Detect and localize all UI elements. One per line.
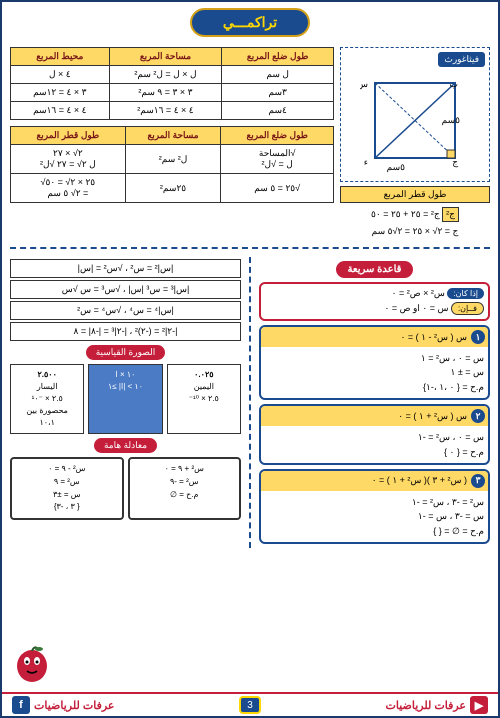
apple-mascot-icon [12, 641, 52, 686]
svg-text:ء: ء [364, 157, 368, 167]
page-number: 3 [239, 696, 261, 714]
standard-form-boxes: ٠.٠٢٥اليمين ٢.٥ × ¹⁰⁻ ١٠ × ا ١٠ > |ا| ≥١… [10, 364, 241, 434]
abs-rule-3: |س|⁴ = س⁴ ، √س⁴ = س² [10, 301, 241, 320]
square-diagram: س ب ء ج ٥سم ٥سم [360, 73, 470, 173]
abs-rule-2: |س|³ = س³ |س| ، √س³ = س √س [10, 280, 241, 299]
bottom-section: قاعدة سريعة إذا كان: س² × ص² = ٠ فــإن: … [2, 253, 498, 552]
equation-boxes: س² + ٩ = ٠ س² = -٩ م.ح = ∅ س² - ٩ = ٠ س²… [10, 457, 241, 520]
example-3: ٣( س² + ٣ )( س² + ١ ) = ٠ س² = -٣ ، س² =… [259, 469, 490, 544]
pythagoras-diagram: فيثاغورث س ب ء ج ٥سم ٥سم [340, 47, 490, 182]
important-eq-title: معادلة هامة [94, 438, 157, 453]
svg-text:س: س [360, 79, 368, 90]
square-table-1: طول ضلع المربعمساحة المربعمحيط المربع ل … [10, 47, 334, 120]
quick-rule-box: إذا كان: س² × ص² = ٠ فــإن: س = ٠ او ص =… [259, 282, 490, 321]
example-1: ١س ( س² - ١ ) = ٠ س = ٠ ، س² = ١ س = ± ١… [259, 325, 490, 400]
svg-text:ج: ج [452, 157, 458, 168]
standard-form-title: الصورة القياسية [86, 345, 166, 360]
page-title: تراكمـــي [190, 8, 310, 37]
section-divider [10, 247, 490, 249]
abs-rule-1: |س|² = س² ، √س² = |س| [10, 259, 241, 278]
formula-1: ج² ج² = ٢٥ + ٢٥ = ٥٠ [340, 205, 490, 224]
brand-left: عرفات للرياضيات [386, 699, 467, 712]
page-footer: ▶عرفات للرياضيات 3 عرفات للرياضياتf [2, 692, 498, 716]
brand-right: عرفات للرياضيات [34, 699, 115, 712]
facebook-icon[interactable]: f [12, 696, 30, 714]
vertical-divider [249, 257, 251, 548]
formula-2: ج = ٢√ × ٢٥ = ٢√٥ سم [340, 224, 490, 239]
example-2: ٢س ( س² + ١ ) = ٠ س = ٠ ، س² = -١ م.ح = … [259, 404, 490, 465]
svg-text:ب: ب [450, 79, 458, 89]
top-section: فيثاغورث س ب ء ج ٥سم ٥سم طول قطر المربع … [2, 43, 498, 243]
abs-rule-4: |-٢|² = (-٢)² ، |-٢|³ = |-٨| = ٨ [10, 322, 241, 341]
pythagoras-label: فيثاغورث [438, 52, 485, 67]
svg-text:٥سم: ٥سم [387, 162, 406, 173]
quick-rule-title: قاعدة سريعة [336, 261, 414, 278]
square-table-2: طول ضلع المربعمساحة المربعطول قطر المربع… [10, 126, 334, 203]
diagonal-title: طول قطر المربع [340, 186, 490, 203]
youtube-icon[interactable]: ▶ [470, 696, 488, 714]
svg-text:٥سم: ٥سم [442, 115, 461, 126]
